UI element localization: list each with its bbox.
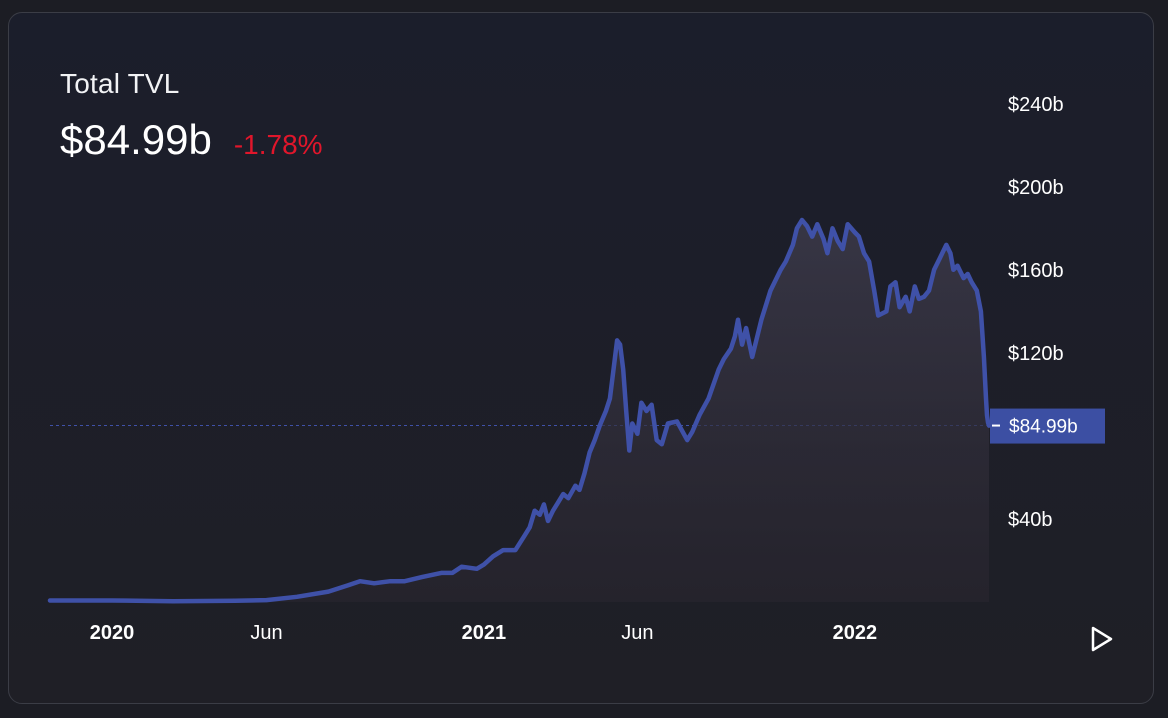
play-button[interactable] <box>1085 623 1117 655</box>
tvl-chart-card: Total TVL $84.99b -1.78% $40b $120b $160b $… <box>8 12 1154 704</box>
y-tick-label: $160b <box>1008 260 1064 282</box>
y-tick-label: $200b <box>1008 177 1064 199</box>
tvl-line <box>47 217 992 604</box>
y-tick-label: $120b <box>1008 343 1064 365</box>
tvl-area <box>50 220 989 602</box>
x-tick-label: 2020 <box>90 622 135 644</box>
x-tick-label: 2021 <box>462 622 507 644</box>
tvl-change: -1.78% <box>233 129 323 160</box>
current-value-label: $84.99b <box>1009 417 1078 438</box>
tvl-chart[interactable]: $40b$120b$160b$200b$240b 2020 Jun 2021 Jun 2… <box>9 13 1154 704</box>
x-axis: 2020 Jun 2021 Jun 2022 <box>90 622 877 644</box>
x-tick-label: Jun <box>621 622 653 644</box>
y-axis: $40b $120b $160b $200b $240b <box>1008 94 1064 531</box>
current-value-marker: $84.99b <box>990 408 1105 444</box>
y-tick-label: $240b <box>1008 94 1064 116</box>
x-tick-label: Jun <box>250 622 282 644</box>
tvl-value: $84.99b <box>60 116 212 163</box>
value-row: $84.99b -1.78% <box>60 116 323 164</box>
chart-title: Total TVL <box>60 68 180 99</box>
x-tick-label: 2022 <box>833 622 878 644</box>
y-tick-label: $40b <box>1008 509 1053 531</box>
play-icon <box>1091 626 1113 652</box>
